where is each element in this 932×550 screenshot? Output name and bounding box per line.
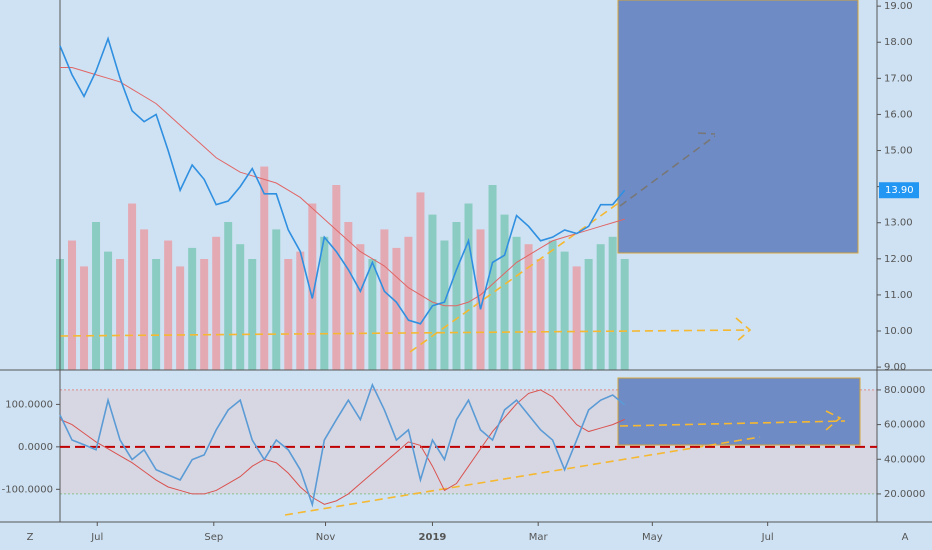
x-tick-label: Sep xyxy=(204,532,223,543)
volume-bar xyxy=(272,229,281,370)
volume-bar xyxy=(224,222,233,370)
y2-tick-label: 80.0000 xyxy=(884,385,925,396)
volume-bar xyxy=(92,222,101,370)
control-button[interactable]: Z xyxy=(27,532,34,543)
volume-bar xyxy=(608,236,617,370)
volume-bar xyxy=(212,236,221,370)
y-tick-label: 16.00 xyxy=(884,109,913,120)
volume-bar xyxy=(296,251,305,370)
volume-bar xyxy=(332,185,341,370)
price-label-box xyxy=(879,182,919,199)
trend-lines xyxy=(59,201,846,516)
volume-bar xyxy=(404,236,413,370)
volume-bar xyxy=(512,236,521,370)
volume-bar xyxy=(236,244,245,370)
x-tick-label: Jul xyxy=(90,532,103,543)
volume-bar xyxy=(80,266,89,370)
volume-bar xyxy=(248,259,257,370)
projection-arrow xyxy=(619,132,716,207)
x-tick-label: Jul xyxy=(761,532,774,543)
x-tick-label: Mar xyxy=(529,532,549,543)
y-tick-label: 19.00 xyxy=(884,1,913,12)
projection-box xyxy=(617,377,861,446)
x-tick-label: Nov xyxy=(316,532,336,543)
volume-bar xyxy=(320,236,329,370)
volume-bar xyxy=(368,259,377,370)
volume-bar xyxy=(536,259,545,370)
volume-bar xyxy=(524,244,533,370)
volume-bar xyxy=(260,166,269,370)
y2-tick-label: 20.0000 xyxy=(884,489,925,500)
volume-bar xyxy=(188,247,197,370)
series-line xyxy=(59,382,626,508)
volume-bar xyxy=(68,240,77,370)
volume-bar xyxy=(416,192,425,370)
volume-bar xyxy=(344,222,353,370)
control-button[interactable]: A xyxy=(902,532,909,543)
volume-bar xyxy=(128,203,137,370)
volume-bar xyxy=(584,259,593,370)
y-tick-label: 10.00 xyxy=(884,326,913,337)
volume-bar xyxy=(116,259,125,370)
y2-tick-label: 40.0000 xyxy=(884,454,925,465)
volume-bar xyxy=(176,266,185,370)
series-line xyxy=(59,36,626,325)
volume-bar xyxy=(392,247,401,370)
y-tick-label: 9.00 xyxy=(884,362,906,373)
series-line xyxy=(59,389,625,505)
volume-bar xyxy=(428,214,437,370)
volume-bar xyxy=(200,259,209,370)
volume-bar xyxy=(140,229,149,370)
y-tick-label: 18.00 xyxy=(884,37,913,48)
x-tick-label: 2019 xyxy=(419,532,447,543)
volume-bar xyxy=(500,214,509,370)
series-line xyxy=(60,67,625,307)
volume-bar xyxy=(356,244,365,370)
volume-bar xyxy=(452,222,461,370)
y-tick-label: 15.00 xyxy=(884,146,913,157)
volume-bar xyxy=(596,244,605,370)
volume-bar xyxy=(152,259,161,370)
volume-bar xyxy=(572,266,581,370)
volume-bar xyxy=(464,203,473,370)
volume-bar xyxy=(476,229,485,370)
volume-bar xyxy=(164,240,173,370)
y-tick-label: 100.0000 xyxy=(5,399,53,410)
y-tick-label: 13.00 xyxy=(884,218,913,229)
projection-box xyxy=(617,0,859,254)
price-label: 13.90 xyxy=(885,185,914,196)
volume-bar xyxy=(560,251,569,370)
y-tick-label: -100.0000 xyxy=(2,484,53,495)
volume-bar xyxy=(308,203,317,370)
volume-bar xyxy=(548,240,557,370)
volume-bar xyxy=(284,259,293,370)
volume-bar xyxy=(380,229,389,370)
y2-tick-label: 60.0000 xyxy=(884,420,925,431)
volume-bar xyxy=(620,259,629,370)
y-tick-label: 0.0000 xyxy=(18,442,53,453)
y-tick-label: 11.00 xyxy=(884,290,913,301)
volume-bar xyxy=(104,251,113,370)
y-tick-label: 17.00 xyxy=(884,73,913,84)
y-tick-label: 12.00 xyxy=(884,254,913,265)
x-tick-label: May xyxy=(642,532,663,543)
volume-bar xyxy=(488,185,497,370)
